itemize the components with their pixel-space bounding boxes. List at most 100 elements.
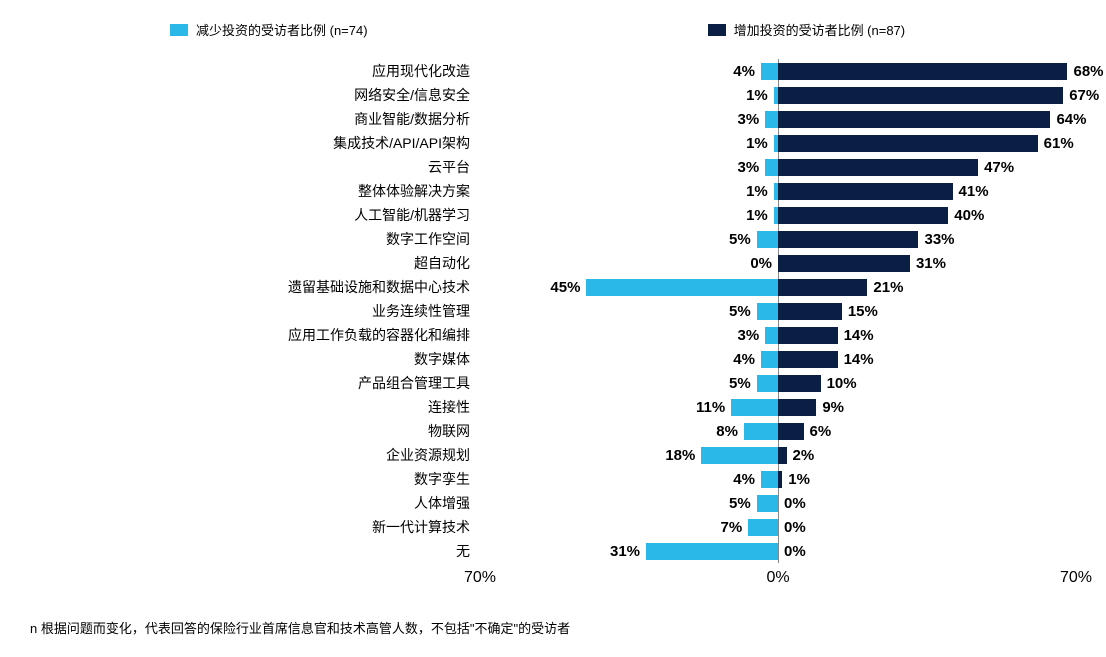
increase-value: 0% (778, 543, 806, 560)
increase-value: 33% (918, 231, 954, 248)
category-label: 物联网 (30, 421, 480, 441)
increase-bar (778, 447, 787, 464)
category-label: 企业资源规划 (30, 445, 480, 465)
decrease-bar (701, 447, 778, 464)
bar-area: 5% 33% (480, 227, 1076, 251)
category-label: 应用现代化改造 (30, 61, 480, 81)
category-label: 无 (30, 541, 480, 561)
decrease-value: 5% (729, 375, 757, 392)
decrease-bar (646, 543, 778, 560)
increase-bar (778, 327, 838, 344)
decrease-bar (765, 159, 778, 176)
decrease-value: 7% (721, 519, 749, 536)
chart-row: 人工智能/机器学习1%40% (30, 203, 1076, 227)
x-axis-tick: 70% (464, 569, 496, 587)
category-label: 集成技术/API/API架构 (30, 133, 480, 153)
chart-row: 数字孪生4%1% (30, 467, 1076, 491)
decrease-value: 3% (738, 327, 766, 344)
increase-value: 0% (778, 495, 806, 512)
decrease-bar (761, 471, 778, 488)
category-label: 网络安全/信息安全 (30, 85, 480, 105)
bar-area: 7%0% (480, 515, 1076, 539)
chart-row: 业务连续性管理5%15% (30, 299, 1076, 323)
bar-area: 4%68% (480, 59, 1076, 83)
decrease-value: 8% (716, 423, 744, 440)
bar-area: 3%64% (480, 107, 1076, 131)
increase-bar (778, 423, 804, 440)
decrease-bar (757, 495, 778, 512)
decrease-bar (765, 327, 778, 344)
bar-area: 1% 41% (480, 179, 1076, 203)
chart-row: 人体增强 5% 0% (30, 491, 1076, 515)
decrease-value: 18% (665, 447, 701, 464)
chart-row: 整体体验解决方案 1% 41% (30, 179, 1076, 203)
category-label: 人体增强 (30, 493, 480, 513)
chart-row: 应用工作负载的容器化和编排 3% 14% (30, 323, 1076, 347)
decrease-value: 1% (746, 183, 774, 200)
decrease-value: 5% (729, 495, 757, 512)
category-label: 数字孪生 (30, 469, 480, 489)
increase-value: 10% (821, 375, 857, 392)
bar-area: 3% 47% (480, 155, 1076, 179)
increase-value: 6% (804, 423, 832, 440)
increase-bar (778, 351, 838, 368)
increase-value: 9% (816, 399, 844, 416)
decrease-value: 4% (733, 63, 761, 80)
bar-area: 5% 10% (480, 371, 1076, 395)
chart-row: 商业智能/数据分析3%64% (30, 107, 1076, 131)
decrease-value: 11% (696, 399, 731, 416)
increase-value: 67% (1063, 87, 1099, 104)
decrease-value: 5% (729, 231, 757, 248)
increase-bar (778, 279, 867, 296)
category-label: 产品组合管理工具 (30, 373, 480, 393)
category-label: 云平台 (30, 157, 480, 177)
increase-value: 31% (910, 255, 946, 272)
increase-value: 14% (838, 327, 874, 344)
increase-value: 15% (842, 303, 878, 320)
category-label: 应用工作负载的容器化和编排 (30, 325, 480, 345)
x-axis-area: 70%0%70% (480, 563, 1076, 593)
chart-row: 产品组合管理工具 5% 10% (30, 371, 1076, 395)
chart-row: 数字媒体4%14% (30, 347, 1076, 371)
bar-area: 11% 9% (480, 395, 1076, 419)
decrease-value: 45% (550, 279, 586, 296)
chart-row: 遗留基础设施和数据中心技术45%21% (30, 275, 1076, 299)
x-axis: 70%0%70% (30, 563, 1076, 593)
increase-value: 21% (867, 279, 903, 296)
decrease-bar (761, 351, 778, 368)
bar-area: 5% 0% (480, 491, 1076, 515)
decrease-value: 1% (746, 135, 774, 152)
category-label: 人工智能/机器学习 (30, 205, 480, 225)
bar-area: 3% 14% (480, 323, 1076, 347)
bar-area: 5%15% (480, 299, 1076, 323)
decrease-bar (744, 423, 778, 440)
bar-area: 18%2% (480, 443, 1076, 467)
decrease-value: 3% (738, 159, 766, 176)
chart-row: 数字工作空间5%33% (30, 227, 1076, 251)
chart-row: 无 31% 0% (30, 539, 1076, 563)
decrease-bar (757, 303, 778, 320)
increase-bar (778, 63, 1067, 80)
decrease-bar (731, 399, 778, 416)
chart-row: 集成技术/API/API架构 1% 61% (30, 131, 1076, 155)
category-label: 整体体验解决方案 (30, 181, 480, 201)
footnote: n 根据问题而变化，代表回答的保险行业首席信息官和技术高管人数，不包括"不确定"… (30, 618, 1076, 637)
increase-value: 1% (782, 471, 810, 488)
increase-value: 41% (953, 183, 989, 200)
bar-area: 1%40% (480, 203, 1076, 227)
legend-increase: 增加投资的受访者比例 (n=87) (708, 20, 906, 39)
increase-value: 47% (978, 159, 1014, 176)
decrease-value: 31% (610, 543, 646, 560)
increase-value: 61% (1038, 135, 1074, 152)
bar-area: 1%67% (480, 83, 1076, 107)
legend-increase-label: 增加投资的受访者比例 (n=87) (734, 20, 906, 39)
bar-area: 1% 61% (480, 131, 1076, 155)
diverging-bar-chart: 应用现代化改造4%68%网络安全/信息安全1%67%商业智能/数据分析3%64%… (30, 59, 1076, 593)
legend-increase-swatch (708, 24, 726, 36)
chart-row: 网络安全/信息安全1%67% (30, 83, 1076, 107)
increase-bar (778, 255, 910, 272)
legend: 减少投资的受访者比例 (n=74) 增加投资的受访者比例 (n=87) (170, 20, 1076, 39)
chart-row: 企业资源规划18%2% (30, 443, 1076, 467)
chart-row: 云平台 3% 47% (30, 155, 1076, 179)
increase-value: 40% (948, 207, 984, 224)
